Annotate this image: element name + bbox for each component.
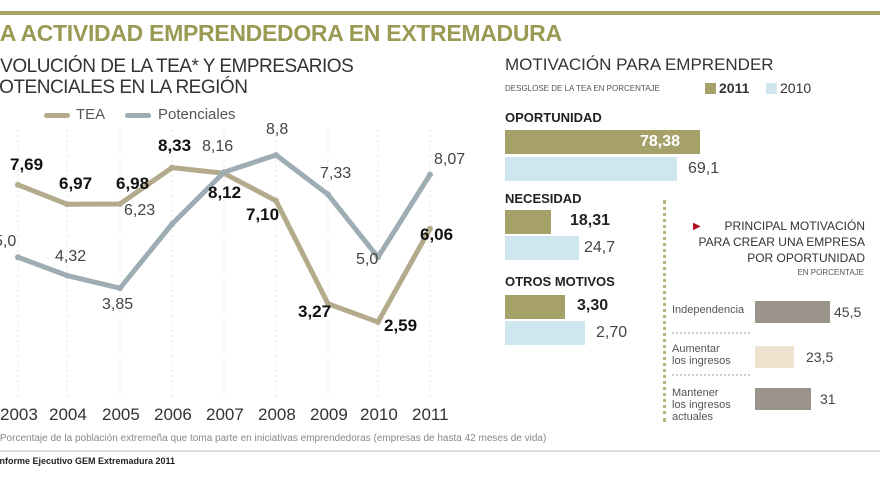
- data-point: [273, 152, 279, 158]
- bar-otros-2010: [505, 321, 585, 345]
- data-label: 6,97: [59, 174, 93, 194]
- legend-tea-label: TEA: [76, 106, 106, 123]
- data-point: [325, 191, 331, 198]
- x-tick-label: 2005: [102, 405, 140, 424]
- page-title: LA ACTIVIDAD EMPRENDEDORA EN EXTREMADURA: [0, 20, 562, 46]
- sub-chart-title-2: PARA CREAR UNA EMPRESA: [698, 235, 866, 249]
- label-independencia: Independencia: [672, 304, 745, 316]
- bar-chart-title: MOTIVACIÓN PARA EMPRENDER: [505, 55, 774, 74]
- data-label: 5,0: [356, 251, 379, 269]
- label-mantener-2: los ingresos: [672, 399, 731, 411]
- separator: [672, 332, 750, 334]
- data-point: [169, 221, 175, 228]
- x-tick-label: 2010: [360, 405, 398, 424]
- data-label: 3,27: [298, 301, 332, 321]
- legend-tea-swatch: [44, 113, 70, 118]
- header-rule: [0, 11, 880, 15]
- data-label: 7,69: [10, 154, 44, 174]
- data-point: [221, 169, 227, 176]
- data-point: [169, 164, 175, 171]
- x-tick-label: 2009: [310, 405, 348, 424]
- data-label: 8,12: [208, 183, 242, 203]
- data-point: [117, 285, 123, 292]
- category-necesidad: NECESIDAD: [505, 191, 582, 206]
- data-point: [64, 201, 70, 208]
- data-point: [427, 225, 433, 232]
- line-chart-title-2: POTENCIALES EN LA REGIÓN: [0, 77, 248, 98]
- legend-2010-label: 2010: [780, 80, 812, 96]
- category-oportunidad: OPORTUNIDAD: [505, 110, 602, 125]
- x-tick-label: 2003: [0, 405, 38, 424]
- legend-2011-swatch: [705, 83, 716, 94]
- x-tick-label: 2011: [412, 405, 449, 424]
- value-oportunidad-2011: 78,38: [640, 133, 681, 150]
- footnote: *Porcentaje de la población extremeña qu…: [0, 433, 547, 444]
- value-otros-2011: 3,30: [577, 297, 609, 314]
- value-aumentar: 23,5: [806, 349, 834, 365]
- value-necesidad-2010: 24,7: [584, 239, 616, 256]
- legend-potenciales-label: Potenciales: [158, 106, 236, 123]
- x-tick-label: 2007: [206, 405, 244, 424]
- value-necesidad-2011: 18,31: [570, 212, 611, 229]
- data-label: 6,06: [420, 224, 454, 244]
- data-point: [375, 254, 381, 261]
- bar-chart-subtitle: DESGLOSE DE LA TEA EN PORCENTAJE: [505, 84, 660, 93]
- data-label: 8,07: [434, 150, 466, 168]
- data-label: 7,33: [320, 164, 352, 182]
- data-label: 5,0: [0, 233, 17, 251]
- label-aumentar-2: los ingresos: [672, 355, 731, 367]
- legend-2011-label: 2011: [719, 80, 750, 96]
- x-tick-label: 2006: [154, 405, 192, 424]
- category-otros-motivos: OTROS MOTIVOS: [505, 274, 615, 289]
- legend-potenciales-swatch: [125, 113, 151, 118]
- bar-necesidad-2011: [505, 210, 551, 234]
- data-label: 6,98: [116, 173, 150, 193]
- data-point: [15, 181, 21, 188]
- bar-oportunidad-2011: [505, 130, 700, 154]
- x-tick-label: 2004: [49, 405, 87, 424]
- data-label: 2,59: [384, 316, 418, 336]
- sub-chart-title-1: PRINCIPAL MOTIVACIÓN: [724, 219, 865, 233]
- data-label: 8,16: [202, 138, 234, 156]
- data-label: 6,23: [124, 202, 156, 220]
- bar-necesidad-2010: [505, 236, 579, 260]
- label-mantener-3: actuales: [672, 411, 713, 423]
- triangle-bullet-icon: ▶: [693, 221, 701, 232]
- data-label: 8,33: [158, 135, 192, 155]
- data-label: 4,32: [55, 247, 87, 265]
- data-label: 8,8: [266, 121, 289, 138]
- data-point: [427, 171, 433, 178]
- separator: [672, 374, 750, 376]
- x-tick-label: 2008: [258, 405, 296, 424]
- value-otros-2010: 2,70: [596, 324, 628, 341]
- data-point: [325, 300, 331, 307]
- value-mantener: 31: [820, 391, 836, 407]
- source-rule: [0, 450, 880, 452]
- label-mantener-1: Mantener: [672, 387, 719, 399]
- bar-oportunidad-2010: [505, 157, 677, 181]
- sub-chart-subtitle: EN PORCENTAJE: [797, 268, 864, 277]
- legend-2010-swatch: [766, 83, 777, 94]
- bar-independencia: [755, 301, 830, 323]
- data-point: [64, 272, 70, 279]
- divider-dotted: [663, 200, 666, 422]
- label-aumentar-1: Aumentar: [672, 343, 720, 355]
- sub-chart-title-3: POR OPORTUNIDAD: [747, 251, 865, 265]
- bar-otros-2011: [505, 295, 565, 319]
- data-label: 3,85: [102, 296, 134, 314]
- bar-aumentar: [755, 346, 794, 368]
- data-point: [117, 200, 123, 207]
- value-independencia: 45,5: [834, 304, 862, 320]
- source: Fuente: Informe Ejecutivo GEM Extremadur…: [0, 456, 176, 466]
- line-chart-title-1: EVOLUCIÓN DE LA TEA* Y EMPRESARIOS: [0, 56, 354, 77]
- value-oportunidad-2010: 69,1: [688, 160, 720, 177]
- data-label: 7,10: [246, 204, 280, 224]
- data-point: [375, 319, 381, 326]
- bar-mantener: [755, 388, 811, 410]
- data-point: [15, 254, 21, 261]
- data-point: [273, 197, 279, 204]
